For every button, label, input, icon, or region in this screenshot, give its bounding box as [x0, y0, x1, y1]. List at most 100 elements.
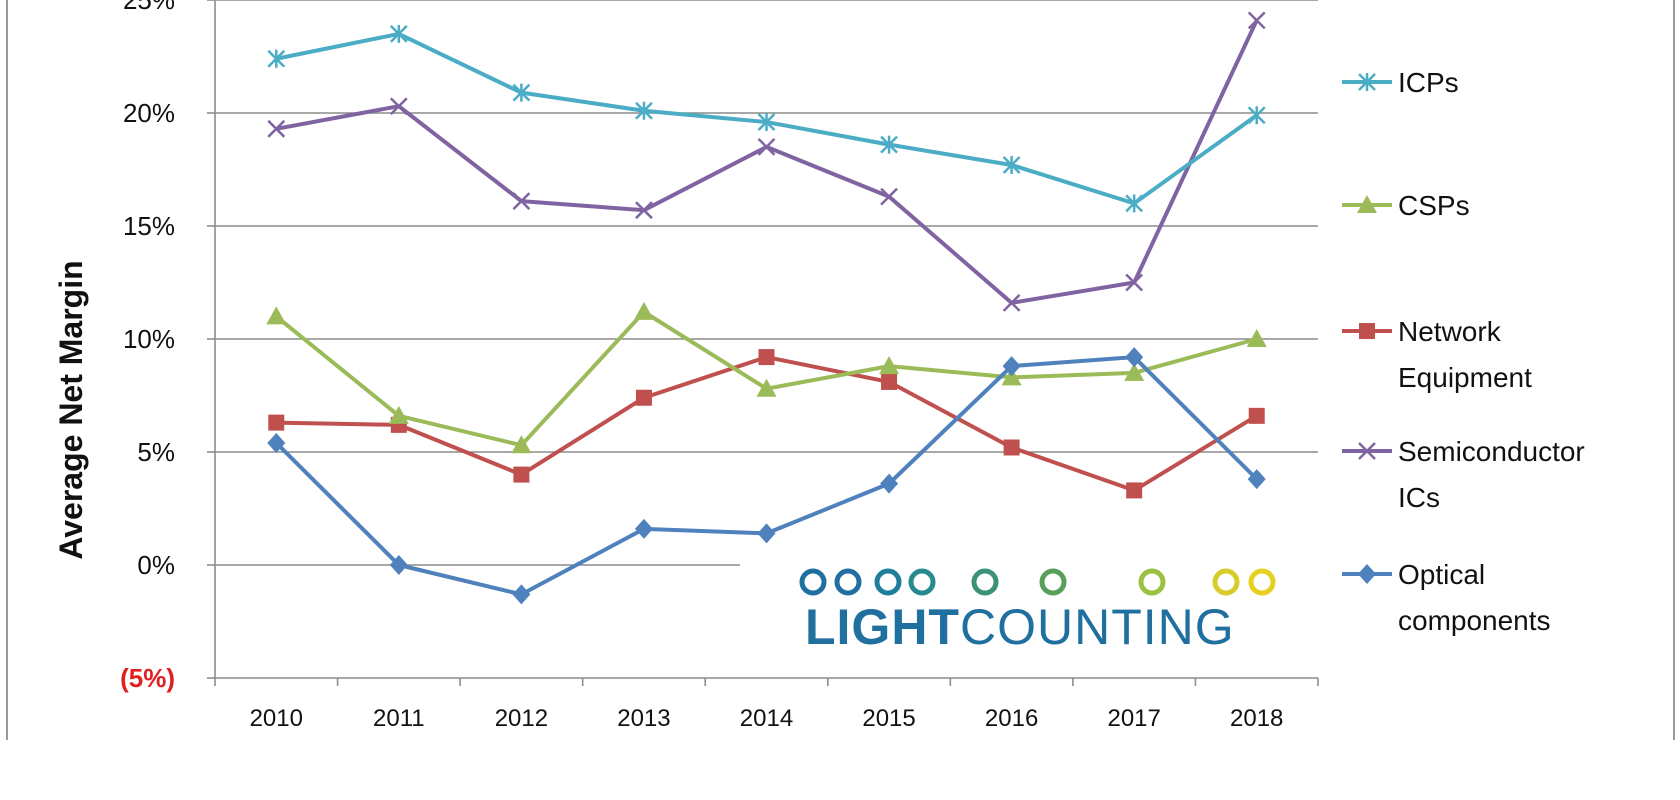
- data-point-marker: [1358, 564, 1376, 584]
- data-point-marker: [634, 518, 653, 539]
- x-tick-label: 2010: [250, 705, 303, 732]
- series-line: [275, 19, 1259, 305]
- logo-ring: [874, 568, 902, 596]
- data-point-marker: [1358, 442, 1376, 460]
- x-tick-label: 2018: [1230, 705, 1283, 732]
- x-tick-label: 2012: [495, 705, 548, 732]
- legend-label: Network: [1398, 316, 1502, 347]
- data-point-marker: [880, 187, 898, 206]
- series-semiconductor-ics: [267, 11, 1266, 312]
- data-point-marker: [1125, 347, 1144, 368]
- legend-label: Optical: [1398, 559, 1485, 590]
- y-tick-label: 25%: [123, 0, 175, 15]
- data-point-marker: [1247, 469, 1266, 490]
- data-point-marker: [881, 373, 898, 390]
- legend-item: ICPs: [1342, 67, 1459, 98]
- data-point-marker: [1125, 194, 1144, 213]
- series-csps: [266, 301, 1267, 454]
- logo-ring: [1212, 568, 1240, 596]
- data-point-marker: [1357, 195, 1377, 213]
- data-point-marker: [1247, 106, 1266, 125]
- data-point-marker: [1002, 356, 1021, 377]
- data-point-marker: [757, 138, 776, 156]
- data-point-marker: [267, 49, 286, 68]
- data-point-marker: [1124, 362, 1145, 381]
- series-optical-components: [267, 347, 1266, 605]
- data-point-marker: [388, 405, 409, 424]
- data-point-marker: [512, 584, 531, 605]
- data-point-marker: [1248, 407, 1265, 424]
- y-tick-label: 0%: [137, 550, 175, 580]
- y-tick-label: 10%: [123, 324, 175, 354]
- data-point-marker: [880, 473, 899, 494]
- legend-label: components: [1398, 605, 1551, 636]
- legend-label: Semiconductor: [1398, 436, 1585, 467]
- x-tick-label: 2013: [617, 705, 670, 732]
- legend-item: Network Equipment: [1342, 316, 1532, 393]
- data-point-marker: [633, 301, 654, 320]
- data-point-marker: [1358, 73, 1376, 91]
- series-network-equipment: [268, 349, 1265, 499]
- x-tick-label: 2017: [1107, 705, 1160, 732]
- data-point-marker: [389, 24, 408, 43]
- y-tick-label: 15%: [123, 211, 175, 241]
- logo-rings: [799, 568, 1276, 596]
- data-point-marker: [389, 97, 408, 116]
- data-point-marker: [267, 119, 286, 138]
- data-point-marker: [266, 306, 287, 325]
- logo-ring: [1039, 568, 1067, 596]
- data-point-marker: [1359, 323, 1375, 339]
- logo-ring: [908, 568, 936, 596]
- data-point-marker: [757, 113, 776, 132]
- x-tick-label: 2014: [740, 705, 793, 732]
- data-point-marker: [1126, 482, 1143, 499]
- legend-label: Equipment: [1398, 362, 1532, 393]
- legend-item: Semiconductor ICs: [1342, 436, 1585, 513]
- data-point-marker: [756, 378, 777, 397]
- legend-label: ICs: [1398, 482, 1440, 513]
- data-point-marker: [1247, 11, 1266, 30]
- data-point-marker: [635, 101, 653, 120]
- data-point-marker: [758, 349, 775, 366]
- data-point-marker: [1001, 367, 1022, 386]
- data-point-marker: [512, 192, 531, 211]
- legend-item: Optical components: [1342, 559, 1551, 636]
- gridlines: [215, 0, 1318, 566]
- data-point-marker: [879, 356, 900, 375]
- x-tick-labels: 2010 2011 2012 2013 2014 2015 2016 2017 2018: [250, 705, 1284, 732]
- logo-text-regular: COUNTING: [960, 599, 1235, 655]
- y-tick-label: (5%): [120, 663, 175, 693]
- y-tick-labels: 25% 20% 15% 10% 5% 0% (5%): [120, 0, 175, 693]
- data-point-marker: [389, 555, 408, 575]
- logo-ring: [799, 568, 827, 596]
- data-point-marker: [512, 83, 531, 102]
- logo-ring: [834, 568, 862, 596]
- data-point-marker: [1003, 439, 1020, 456]
- data-point-marker: [635, 201, 653, 220]
- logo-ring: [1138, 568, 1166, 596]
- legend-item: CSPs: [1342, 190, 1470, 221]
- data-point-marker: [1002, 293, 1021, 312]
- data-point-marker: [1002, 155, 1021, 174]
- logo-text-bold: LIGHT: [805, 599, 960, 655]
- data-point-marker: [1125, 273, 1144, 292]
- x-tick-label: 2015: [862, 705, 915, 732]
- series-icps: [267, 24, 1266, 213]
- logo-ring: [971, 568, 999, 596]
- x-tick-label: 2016: [985, 705, 1038, 732]
- legend-label: ICPs: [1398, 67, 1459, 98]
- series-lines: [266, 11, 1267, 605]
- y-tick-label: 5%: [137, 437, 175, 467]
- axes: [207, 0, 1319, 686]
- data-point-marker: [1246, 329, 1267, 347]
- logo-ring: [1248, 568, 1276, 596]
- data-point-marker: [268, 414, 285, 431]
- series-line: [275, 309, 1258, 448]
- y-axis-label: Average Net Margin: [53, 260, 89, 559]
- data-point-marker: [880, 135, 898, 154]
- data-point-marker: [635, 389, 652, 406]
- legend: ICPs CSPs Network Equipment Semiconductor ICs…: [1342, 67, 1585, 636]
- legend-label: CSPs: [1398, 190, 1470, 221]
- logo-wordmark: LIGHTCOUNTING: [805, 599, 1235, 655]
